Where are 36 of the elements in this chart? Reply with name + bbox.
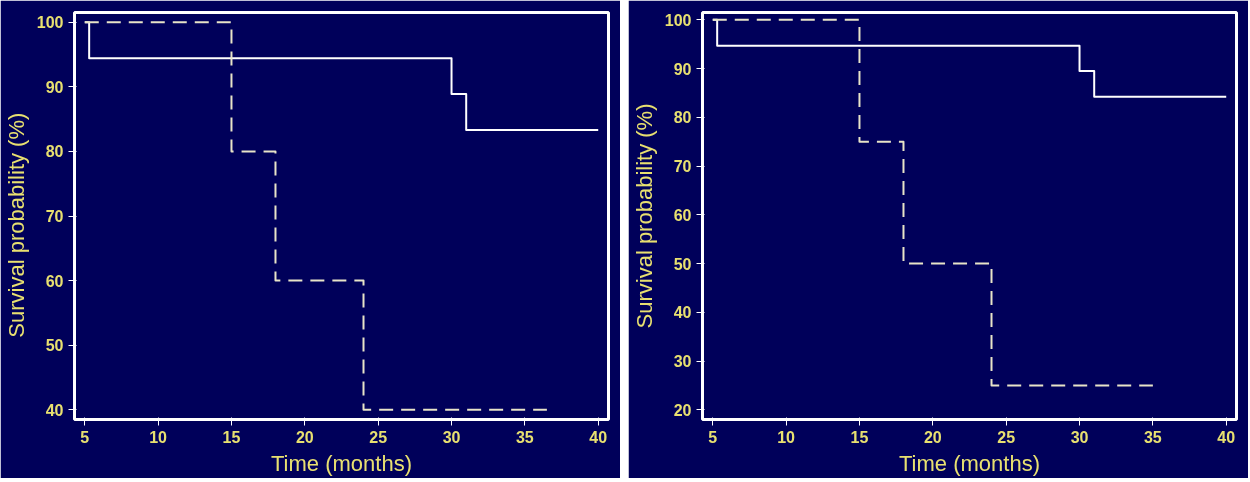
y-tick-label: 80 (45, 143, 64, 161)
x-tick-label: 25 (369, 428, 388, 446)
y-tick-label: 100 (664, 11, 692, 29)
x-tick-label: 40 (1217, 428, 1236, 446)
y-tick-label: 20 (673, 401, 692, 419)
y-tick-label: 70 (45, 208, 64, 225)
x-tick-label: 15 (222, 428, 241, 446)
y-tick-label: 80 (673, 109, 692, 127)
x-tick-label: 10 (149, 428, 168, 446)
y-tick-label: 60 (673, 206, 692, 224)
x-tick-label: 25 (997, 428, 1016, 446)
y-tick-label: 60 (45, 272, 64, 290)
x-axis-title: Time (months) (899, 450, 1040, 476)
y-tick-label: 100 (36, 14, 64, 32)
x-tick-label: 5 (708, 428, 718, 446)
x-tick-label: 35 (515, 428, 534, 446)
x-tick-label: 5 (80, 428, 90, 446)
y-tick-label: 70 (673, 158, 692, 176)
x-tick-label: 20 (295, 428, 314, 446)
y-tick-label: 90 (45, 78, 64, 96)
x-tick-label: 10 (777, 428, 796, 446)
x-tick-label: 20 (923, 428, 942, 446)
y-tick-label: 50 (45, 337, 64, 355)
y-tick-label: 30 (673, 353, 692, 371)
x-tick-label: 40 (589, 428, 608, 446)
y-tick-label: 50 (673, 255, 692, 273)
y-tick-label: 40 (673, 304, 692, 322)
y-axis-title: Survival probability (%) (631, 103, 657, 329)
x-tick-label: 35 (1143, 428, 1162, 446)
y-axis-title: Survival probability (%) (3, 112, 29, 338)
x-axis-title: Time (months) (271, 450, 412, 476)
x-tick-label: 30 (442, 428, 461, 446)
y-tick-label: 90 (673, 60, 692, 78)
y-tick-label: 40 (45, 401, 64, 419)
x-tick-label: 15 (850, 428, 869, 446)
x-tick-label: 30 (1070, 428, 1089, 446)
